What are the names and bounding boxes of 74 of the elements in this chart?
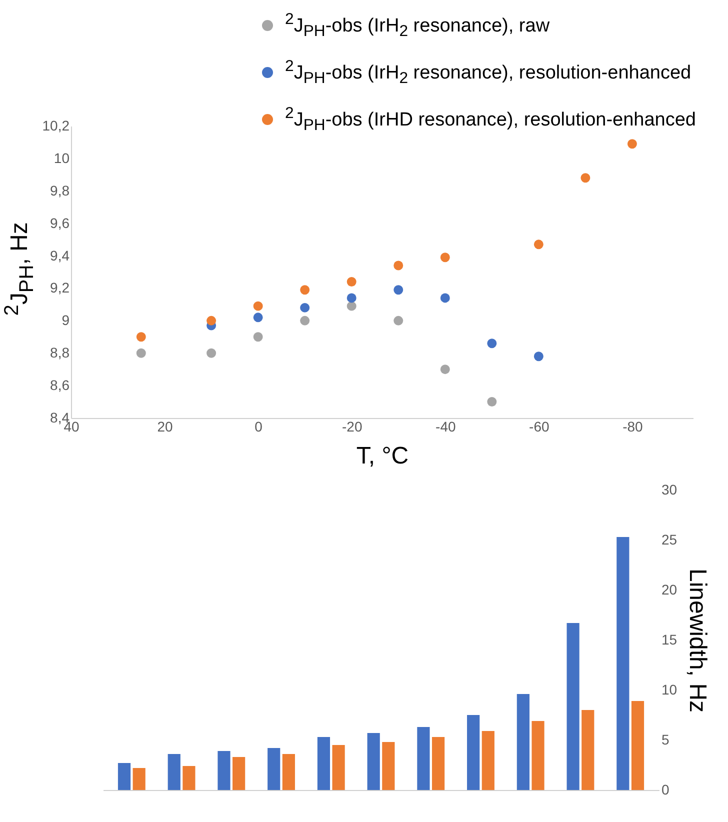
bar	[268, 748, 280, 790]
bar	[616, 537, 630, 790]
point	[253, 332, 263, 342]
point	[206, 348, 216, 358]
bar	[132, 768, 146, 790]
y-tick-label: 9,6	[50, 214, 70, 231]
point	[394, 316, 404, 326]
point	[300, 316, 310, 326]
point	[346, 293, 356, 303]
point	[534, 240, 544, 250]
bar	[417, 727, 430, 790]
point	[487, 338, 497, 348]
point	[394, 260, 404, 270]
y-axis-title: Linewidth, Hz	[684, 568, 712, 713]
bar	[317, 737, 330, 790]
point	[534, 352, 544, 362]
point	[394, 285, 404, 295]
y-tick-label: 9,4	[50, 247, 70, 264]
point	[580, 173, 590, 183]
point	[206, 316, 216, 326]
point	[300, 285, 310, 295]
point	[440, 293, 450, 303]
y-tick-label: 10,2	[42, 118, 70, 134]
y-tick-label: 30	[662, 482, 678, 498]
bar	[367, 733, 380, 790]
point	[253, 312, 263, 322]
point	[253, 301, 263, 311]
bar	[467, 715, 480, 790]
y-tick-label: 9,2	[50, 280, 70, 296]
y-tick-label: 15	[662, 632, 678, 648]
x-tick-label: -60	[529, 418, 550, 434]
bar	[482, 731, 494, 790]
point	[487, 397, 497, 407]
y-tick-label: 9,8	[50, 182, 70, 198]
x-tick-label: -20	[342, 418, 362, 434]
bar	[118, 763, 131, 790]
x-tick-label: -80	[622, 418, 644, 434]
bar	[232, 757, 246, 790]
y-tick-label: 25	[662, 532, 678, 548]
x-axis-title: T, °C	[356, 442, 409, 470]
y-tick-label: 20	[662, 582, 678, 598]
x-tick-label: 20	[157, 418, 174, 434]
legend-label: $^{2}$J$_{PH}$-obs (IrHD resonance), resolution-enhanced	[285, 104, 696, 136]
y-tick-label: 10	[54, 150, 70, 166]
bar	[432, 737, 445, 790]
x-tick-label: 0	[254, 418, 263, 434]
x-tick-label: -40	[436, 418, 456, 434]
legend-label: $^{2}$J$_{PH}$-obs (IrH$_{2}$ resonance), raw	[285, 10, 550, 42]
y-tick-label: 9	[62, 312, 70, 328]
bar	[332, 745, 345, 790]
bar	[582, 710, 594, 790]
point	[627, 139, 637, 149]
legend-label: $^{2}$J$_{PH}$-obs (IrH$_{2}$ resonance), resolution-enhanced	[285, 57, 692, 90]
bar	[516, 694, 530, 790]
bar	[631, 701, 644, 790]
y-tick-label: 8,6	[50, 377, 70, 394]
bar	[282, 754, 295, 790]
bar	[218, 751, 230, 790]
point	[440, 252, 450, 262]
bar	[532, 721, 544, 790]
point	[136, 332, 146, 342]
point	[346, 277, 356, 286]
y-tick-label: 10	[662, 682, 678, 698]
point	[136, 348, 146, 358]
bar	[182, 766, 196, 790]
y-tick-label: 5	[662, 732, 670, 748]
point	[440, 364, 450, 374]
bar	[566, 623, 580, 790]
point	[346, 301, 356, 311]
bar	[168, 754, 180, 790]
point	[300, 302, 310, 312]
bar	[382, 742, 395, 790]
y-tick-label: 8,8	[50, 344, 70, 361]
y-tick-label: 0	[662, 782, 670, 798]
